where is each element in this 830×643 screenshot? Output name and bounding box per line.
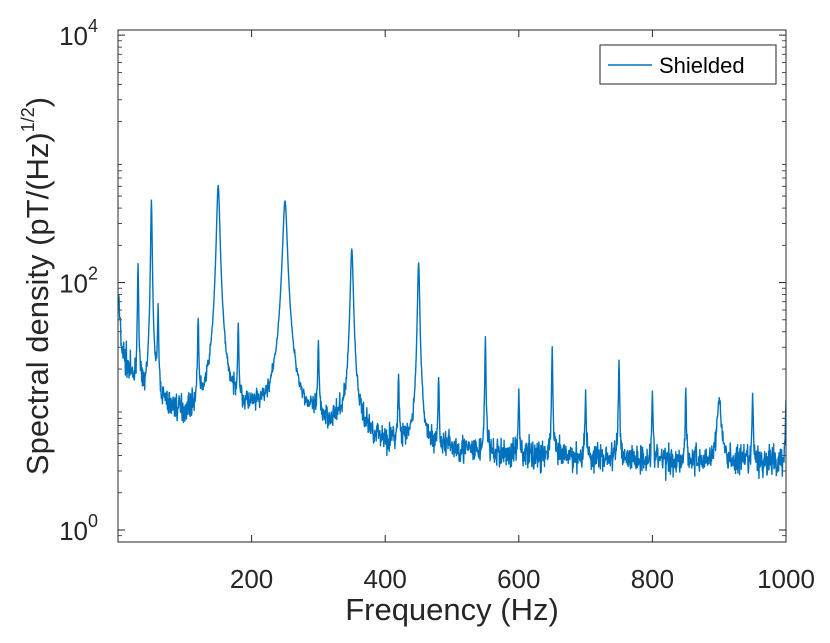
x-axis-label: Frequency (Hz)	[345, 592, 559, 627]
y-tick-label-10e4: 104	[59, 16, 98, 51]
x-tick-label-200: 200	[230, 564, 273, 594]
y-axis-label-close: )	[20, 97, 55, 107]
y-axis-label-sup: 1/2	[18, 107, 38, 132]
x-tick-label-400: 400	[364, 564, 407, 594]
shielded-series-line	[118, 184, 786, 481]
plot-background	[118, 30, 786, 542]
x-tick-label-600: 600	[497, 564, 540, 594]
x-tick-label-800: 800	[631, 564, 674, 594]
x-tick-labels: 200 400 600 800 1000	[230, 564, 815, 594]
legend: Shielded	[599, 44, 777, 85]
plot-frame	[117, 29, 787, 543]
y-tick-label-10e2: 102	[59, 264, 98, 299]
y-axis-label-main: Spectral density (pT/(Hz)	[20, 132, 55, 475]
legend-label-shielded: Shielded	[659, 53, 745, 78]
y-tick-label-10e0: 100	[59, 511, 98, 546]
x-tick-label-1000: 1000	[757, 564, 815, 594]
y-tick-labels: 100 102 104	[59, 16, 98, 546]
y-axis-label: Spectral density (pT/(Hz)1/2)	[18, 97, 55, 475]
